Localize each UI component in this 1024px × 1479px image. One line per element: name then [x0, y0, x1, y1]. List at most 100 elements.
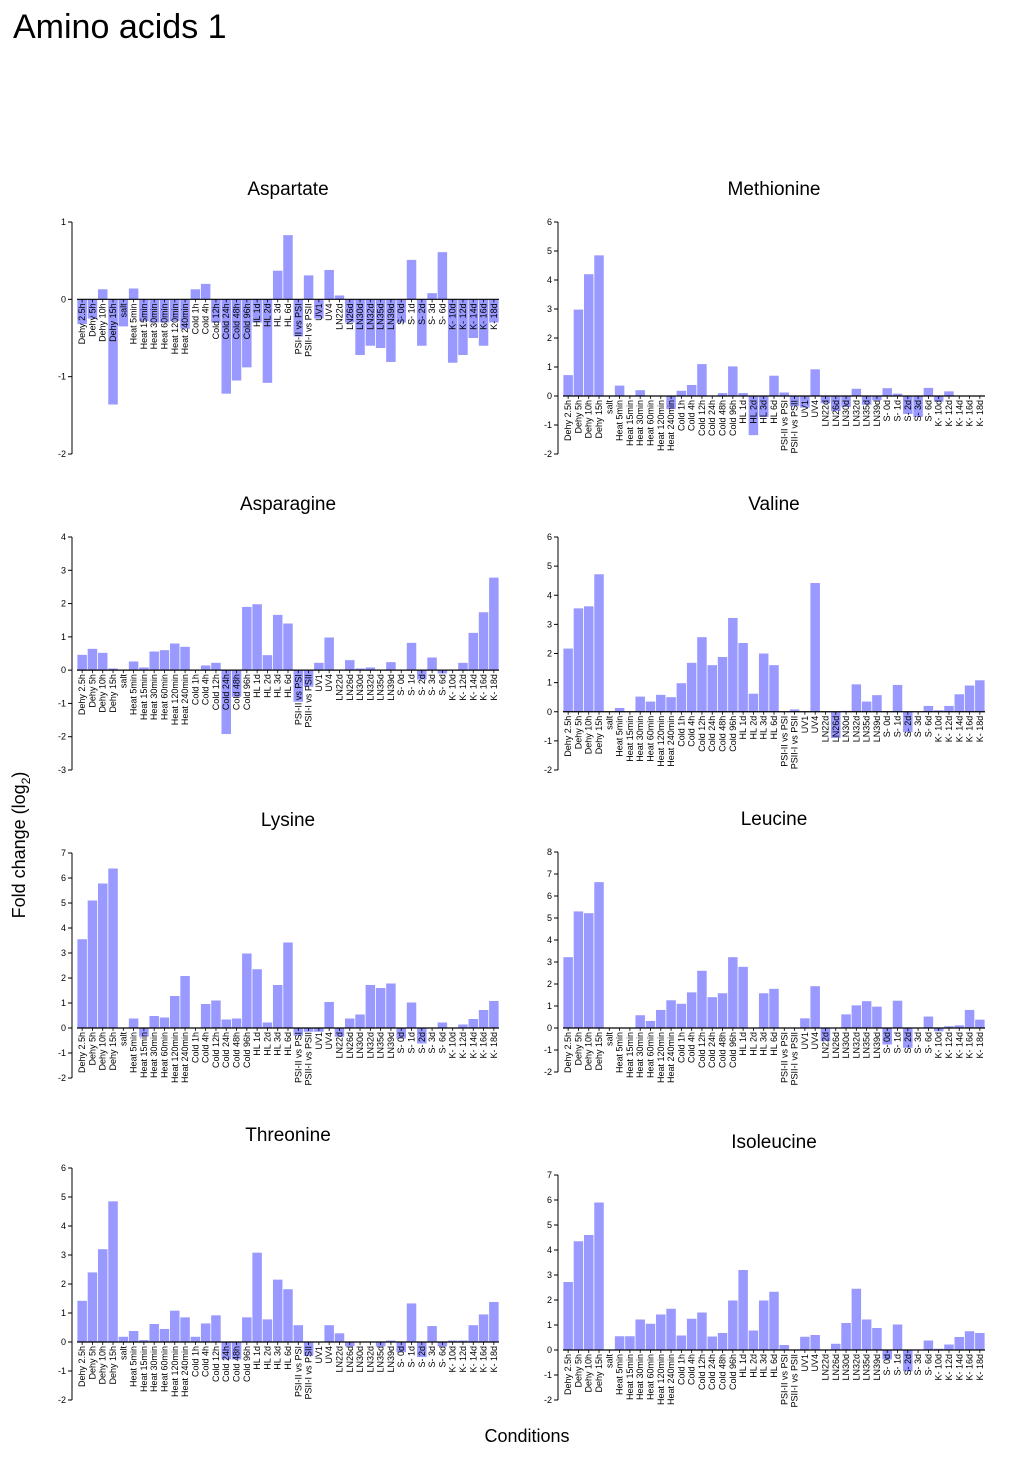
y-tick-label: -1: [58, 372, 66, 382]
chart-bar: [769, 988, 779, 1028]
y-tick-label: 6: [547, 217, 552, 227]
chart-bar: [800, 1336, 810, 1350]
y-tick-label: -1: [544, 420, 552, 430]
chart-bar: [697, 364, 707, 396]
x-tick-label: Cold 4h: [687, 400, 697, 431]
chart-bar: [861, 701, 872, 712]
chart-bar: [892, 684, 903, 712]
y-tick-label: 0: [61, 665, 66, 675]
chart-bar: [149, 1324, 159, 1342]
y-tick-label: 4: [61, 923, 66, 933]
x-tick-label: Heat 5min: [129, 1346, 139, 1387]
x-tick-label: Heat 60min: [159, 1032, 169, 1078]
chart-bar: [427, 657, 437, 671]
chart-bar: [458, 1024, 468, 1028]
y-tick-label: 4: [61, 1221, 66, 1231]
x-tick-label: Heat 30min: [149, 303, 159, 349]
x-tick-label: Cold 48h: [232, 1032, 242, 1068]
chart-bar: [355, 668, 365, 671]
y-tick-label: 0: [61, 1337, 66, 1347]
x-tick-label: LN32d: [851, 1032, 861, 1059]
x-tick-label: HL 1d: [738, 400, 748, 424]
x-tick-label: Cold 4h: [201, 674, 211, 705]
chart-bar: [707, 997, 717, 1028]
x-tick-label: K- 14d: [468, 674, 478, 701]
chart-bar: [738, 1270, 748, 1350]
chart-bar: [841, 396, 851, 408]
chart-bar: [851, 1288, 862, 1350]
x-tick-label: Heat 120min: [656, 716, 666, 767]
y-tick-label: 4: [547, 935, 552, 945]
x-tick-label: Heat 60min: [159, 303, 169, 349]
x-tick-label: LN30d: [841, 1354, 851, 1381]
chart-bar: [614, 707, 625, 712]
chart-bar: [892, 1000, 903, 1028]
x-tick-label: LN32d: [851, 400, 861, 427]
x-tick-label: Heat 240min: [666, 1032, 676, 1083]
chart-bar: [396, 1342, 406, 1353]
chart-bar: [944, 391, 954, 396]
chart-bar: [666, 1308, 676, 1350]
chart-bar: [666, 697, 676, 712]
chart-bar: [789, 396, 800, 407]
x-tick-label: salt: [604, 715, 614, 730]
y-tick-label: -1: [58, 698, 66, 708]
chart-bar: [697, 1312, 707, 1350]
chart-bar: [170, 643, 180, 671]
x-tick-label: Dehy 15h: [594, 400, 604, 439]
x-tick-label: Dehy 5h: [573, 716, 583, 750]
y-tick-label: 6: [61, 873, 66, 883]
y-tick-label: 2: [547, 979, 552, 989]
chart-bar: [738, 393, 748, 396]
x-tick-label: UV1: [800, 1354, 810, 1372]
y-tick-label: -2: [58, 449, 66, 459]
chart-bar: [635, 1319, 645, 1350]
x-tick-label: K- 10d: [934, 1032, 944, 1059]
chart-bar: [489, 1001, 499, 1028]
chart-bar: [707, 1336, 717, 1350]
chart-bar: [283, 623, 293, 671]
chart-bar: [396, 1028, 406, 1039]
chart-bar: [975, 680, 985, 712]
x-tick-label: Heat 60min: [645, 400, 655, 446]
chart-bar: [468, 1325, 479, 1342]
chart-title: Asparagine: [240, 494, 336, 515]
x-tick-label: Cold 1h: [190, 1346, 200, 1377]
chart-bar: [468, 1019, 479, 1028]
chart-bar: [954, 1025, 965, 1028]
x-tick-label: Heat 15min: [625, 716, 635, 762]
y-tick-label: 0: [547, 1023, 552, 1033]
chart-bar: [108, 299, 118, 405]
x-tick-label: S- 2d: [903, 716, 913, 738]
x-tick-label: K- 12d: [944, 1354, 954, 1381]
x-tick-label: S- 6d: [437, 674, 447, 696]
chart-bar: [563, 1282, 573, 1350]
x-tick-label: K- 16d: [965, 400, 975, 427]
chart-bar: [635, 696, 645, 712]
y-tick-label: 4: [547, 275, 552, 285]
x-tick-label: Cold 12h: [697, 1032, 707, 1068]
chart-bar: [334, 1028, 345, 1037]
chart-bar: [386, 662, 396, 671]
chart-bar: [728, 1300, 738, 1350]
x-tick-label: LN32d: [365, 303, 375, 330]
x-tick-label: Cold 48h: [718, 1354, 728, 1390]
x-tick-label: Heat 60min: [645, 716, 655, 762]
x-tick-label: HL 3d: [273, 674, 283, 698]
y-tick-label: 6: [61, 1163, 66, 1173]
x-tick-label: S- 1d: [407, 1346, 417, 1368]
x-tick-label: LN26d: [345, 674, 355, 701]
chart-bar: [758, 1300, 769, 1350]
x-tick-label: Cold 96h: [728, 1354, 738, 1390]
x-tick-label: S- 6d: [437, 303, 447, 325]
chart-bar: [303, 275, 314, 300]
x-tick-label: K- 18d: [489, 1032, 499, 1059]
chart-bar: [396, 299, 406, 323]
chart-bar: [478, 299, 489, 346]
x-tick-label: S- 0d: [396, 674, 406, 696]
y-tick-label: 0: [547, 1345, 552, 1355]
chart-bar: [882, 388, 892, 396]
x-tick-label: S- 0d: [882, 1354, 892, 1376]
